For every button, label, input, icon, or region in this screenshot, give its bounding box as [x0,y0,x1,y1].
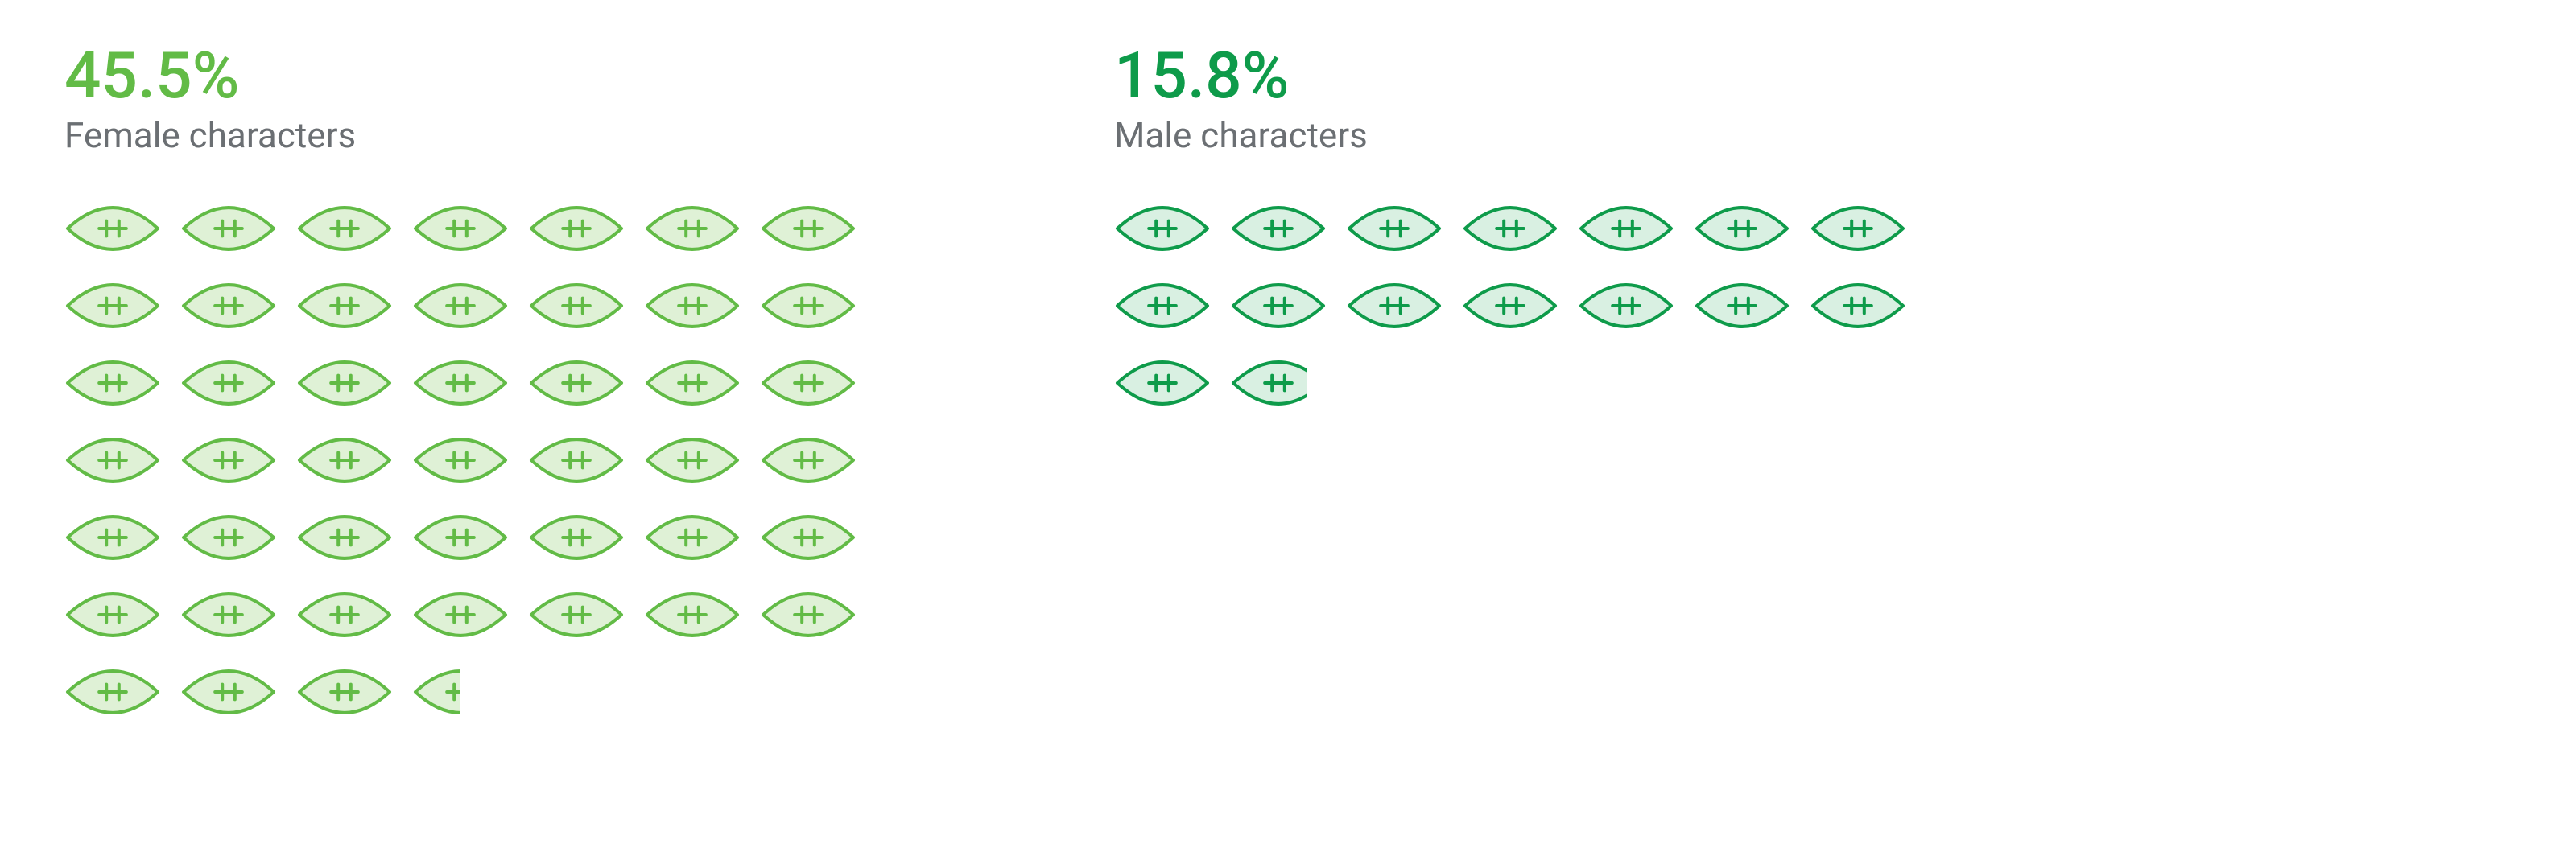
eye-icon [528,431,625,489]
eye-icon [180,277,277,335]
icon-row [64,277,857,335]
eye-icon [1462,200,1558,257]
pictogram-chart: 45.5% Female characters [64,40,2512,721]
eye-icon [760,431,857,489]
stat-value: 45.5% [64,40,857,111]
eye-icon [1694,200,1790,257]
eye-icon [412,200,509,257]
eye-icon [180,431,277,489]
eye-icon [760,354,857,412]
eye-icon [760,200,857,257]
eye-icon [64,354,161,412]
eye-icon [528,354,625,412]
eye-icon [1578,277,1674,335]
eye-icon [1694,277,1790,335]
eye-icon [760,508,857,566]
eye-icon [296,354,393,412]
icon-row [64,200,857,257]
eye-icon [180,200,277,257]
eye-icon [412,431,509,489]
icon-row [64,586,857,644]
icon-grid-male [1114,200,1906,412]
eye-icon [64,508,161,566]
eye-icon [296,663,393,721]
eye-icon [760,586,857,644]
icon-row [64,508,857,566]
eye-icon [296,200,393,257]
eye-icon [64,663,161,721]
eye-icon [1810,277,1906,335]
eye-icon [528,277,625,335]
eye-icon [412,354,509,412]
eye-icon [1114,277,1211,335]
eye-icon [64,277,161,335]
eye-icon [1578,200,1674,257]
eye-icon [1230,277,1327,335]
eye-icon [296,508,393,566]
eye-icon [1230,200,1327,257]
eye-icon [528,586,625,644]
eye-icon [64,586,161,644]
eye-icon [644,354,741,412]
eye-icon [296,277,393,335]
eye-icon [1462,277,1558,335]
eye-icon [1810,200,1906,257]
eye-icon [1346,200,1443,257]
icon-row [1114,200,1906,257]
eye-icon [296,586,393,644]
eye-icon [644,200,741,257]
eye-icon [412,586,509,644]
eye-icon [64,200,161,257]
stat-label: Female characters [64,114,857,156]
eye-icon [180,354,277,412]
icon-row [1114,354,1906,412]
eye-icon [180,508,277,566]
eye-icon [528,200,625,257]
stat-label: Male characters [1114,114,1906,156]
eye-icon [644,508,741,566]
panel-male: 15.8% Male characters [1114,40,1906,721]
icon-grid-female [64,200,857,721]
eye-icon [1346,277,1443,335]
eye-icon [1230,354,1327,412]
panel-female: 45.5% Female characters [64,40,857,721]
eye-icon [760,277,857,335]
eye-icon [1114,354,1211,412]
icon-row [64,663,857,721]
eye-icon [644,431,741,489]
eye-icon [412,508,509,566]
icon-row [64,354,857,412]
stat-value: 15.8% [1114,40,1906,111]
eye-icon [644,586,741,644]
eye-icon [296,431,393,489]
icon-row [64,431,857,489]
eye-icon [412,277,509,335]
eye-icon [180,586,277,644]
eye-icon [412,663,509,721]
eye-icon [64,431,161,489]
eye-icon [180,663,277,721]
icon-row [1114,277,1906,335]
eye-icon [644,277,741,335]
eye-icon [528,508,625,566]
eye-icon [1114,200,1211,257]
